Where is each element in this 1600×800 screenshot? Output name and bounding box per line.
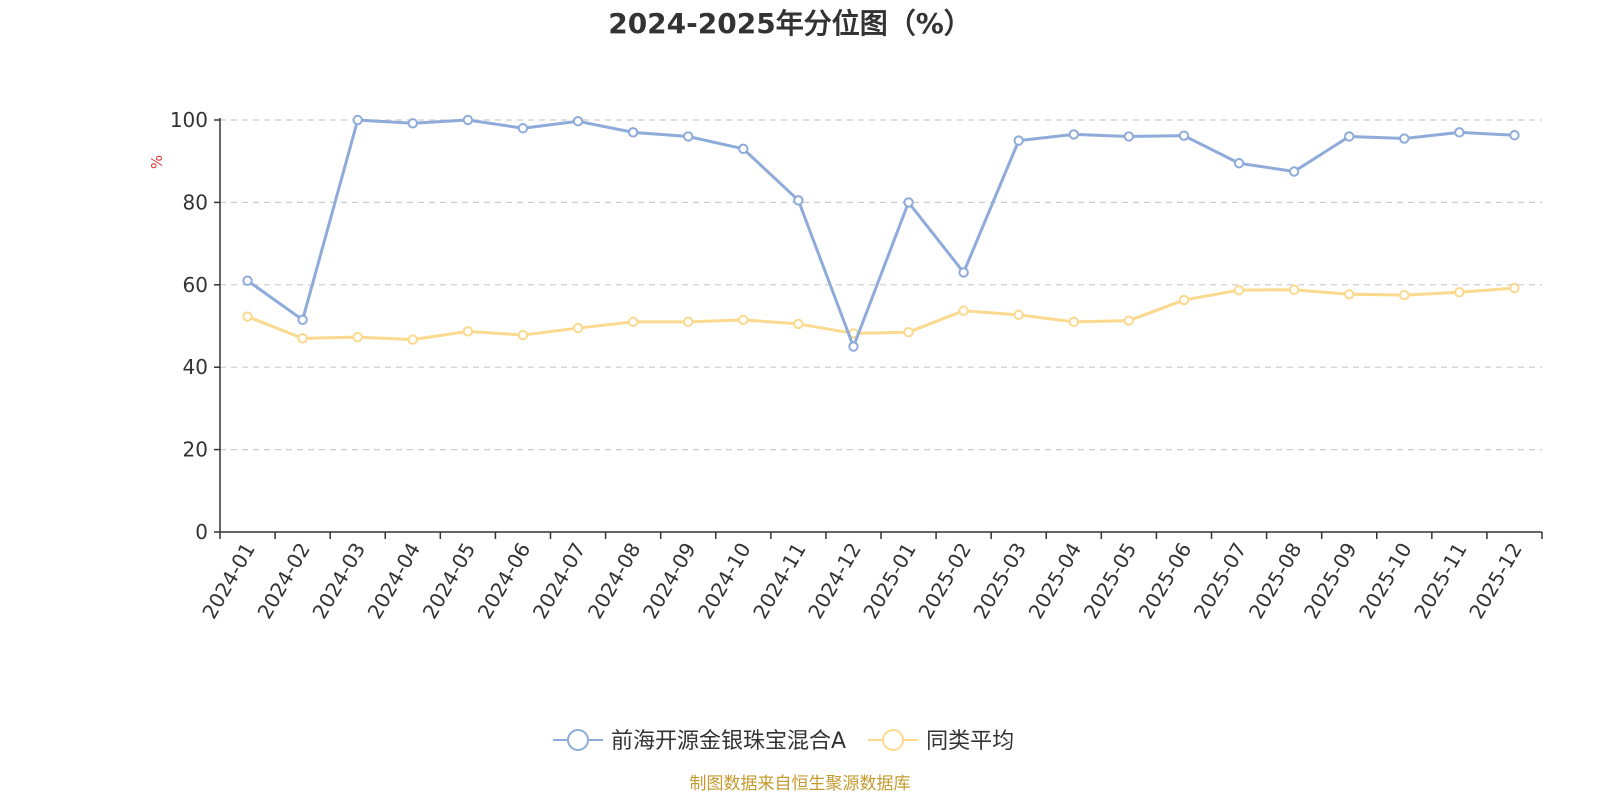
series-1-point-2024-07 bbox=[572, 116, 584, 127]
x-tick-label-2024-03: 2024-03 bbox=[307, 539, 370, 623]
series-2-point-2025-02 bbox=[958, 305, 969, 316]
series-2-point-2024-10 bbox=[738, 314, 749, 326]
legend: 前海开源金银珠宝混合A 同类平均 bbox=[553, 729, 1014, 754]
y-tick-label-80: 80 bbox=[183, 190, 208, 214]
x-tick-label-2024-07: 2024-07 bbox=[528, 539, 591, 623]
series-2-point-2024-02 bbox=[297, 333, 308, 344]
series-1-point-2025-12 bbox=[1509, 130, 1520, 141]
x-tick-label-2025-10: 2025-10 bbox=[1354, 539, 1417, 623]
x-tick-label-2024-12: 2024-12 bbox=[803, 539, 866, 623]
series-2-point-2025-03 bbox=[1013, 309, 1024, 321]
series-2 bbox=[242, 282, 1520, 345]
x-tick-label-2025-07: 2025-07 bbox=[1189, 539, 1252, 623]
x-tick-label-2025-09: 2025-09 bbox=[1299, 539, 1362, 623]
series-1-point-2024-01 bbox=[242, 275, 253, 286]
x-tick-label-2025-02: 2025-02 bbox=[913, 539, 976, 623]
x-tick-label-2024-02: 2024-02 bbox=[252, 539, 315, 623]
series-2-line bbox=[246, 286, 1516, 342]
series-1-point-2025-03 bbox=[1013, 135, 1024, 146]
series-1-point-2025-07 bbox=[1233, 158, 1245, 169]
series-2-point-2025-09 bbox=[1344, 289, 1355, 300]
series-2-point-2024-08 bbox=[627, 316, 639, 328]
series-1-point-2024-10 bbox=[738, 143, 749, 155]
x-tick-label-2024-01: 2024-01 bbox=[197, 539, 260, 623]
series-1-point-2024-02 bbox=[297, 314, 308, 326]
series-2-point-2025-11 bbox=[1454, 287, 1465, 298]
x-tick-label-2025-05: 2025-05 bbox=[1079, 539, 1142, 623]
series-1 bbox=[242, 114, 1520, 352]
series-1-point-2025-09 bbox=[1344, 131, 1355, 142]
y-tick-label-100: 100 bbox=[170, 108, 208, 132]
series-2-point-2025-04 bbox=[1068, 316, 1079, 328]
legend-item-2[interactable]: 同类平均 bbox=[868, 729, 1014, 754]
series-1-point-2025-08 bbox=[1288, 166, 1300, 177]
x-tick-label-2025-03: 2025-03 bbox=[968, 539, 1031, 623]
y-tick-label-20: 20 bbox=[183, 438, 208, 462]
legend-label-1: 前海开源金银珠宝混合A bbox=[611, 729, 846, 754]
series-2-point-2024-04 bbox=[407, 334, 418, 345]
series-1-point-2025-01 bbox=[903, 197, 914, 208]
x-tick-label-2025-06: 2025-06 bbox=[1134, 539, 1197, 623]
x-tick-label-2025-01: 2025-01 bbox=[858, 539, 921, 623]
x-tick-label-2024-06: 2024-06 bbox=[473, 539, 536, 623]
series-1-point-2024-12 bbox=[848, 341, 859, 352]
y-tick-label-40: 40 bbox=[183, 355, 208, 379]
chart-title: 2024-2025年分位图（%） bbox=[608, 7, 972, 40]
series-2-point-2024-09 bbox=[683, 316, 694, 328]
x-tick-label-2025-11: 2025-11 bbox=[1409, 539, 1472, 623]
series-1-line bbox=[246, 118, 1516, 349]
x-tick-label-2025-08: 2025-08 bbox=[1244, 539, 1307, 623]
series-2-point-2025-08 bbox=[1288, 284, 1300, 295]
legend-marker-icon bbox=[567, 729, 589, 751]
x-tick-label-2024-10: 2024-10 bbox=[693, 539, 756, 623]
x-tick-label-2024-08: 2024-08 bbox=[583, 539, 646, 623]
series-1-point-2024-05 bbox=[462, 114, 474, 126]
series-2-point-2025-07 bbox=[1233, 284, 1245, 296]
series-1-point-2024-09 bbox=[683, 131, 694, 142]
series-2-point-2025-01 bbox=[903, 326, 914, 338]
series-2-point-2024-05 bbox=[462, 326, 474, 337]
grid-lines bbox=[220, 119, 1542, 451]
series-1-point-2025-04 bbox=[1068, 129, 1079, 140]
x-tick-label-2024-11: 2024-11 bbox=[748, 539, 811, 623]
series-1-point-2025-11 bbox=[1454, 127, 1465, 138]
series-1-point-2025-05 bbox=[1123, 131, 1135, 142]
series-2-point-2024-11 bbox=[793, 318, 804, 330]
legend-marker-icon bbox=[882, 729, 905, 751]
series-1-point-2024-11 bbox=[793, 195, 804, 206]
y-tick-label-0: 0 bbox=[195, 520, 208, 544]
series-2-point-2024-03 bbox=[352, 331, 363, 343]
series-1-point-2024-03 bbox=[352, 114, 363, 126]
y-axis-unit-label: % bbox=[148, 155, 166, 169]
series-1-point-2024-06 bbox=[517, 123, 529, 134]
x-tick-label-2024-04: 2024-04 bbox=[363, 539, 426, 623]
series-2-point-2024-01 bbox=[242, 311, 253, 322]
series-2-point-2025-06 bbox=[1178, 294, 1190, 306]
series-1-point-2025-02 bbox=[958, 267, 969, 278]
series-1-point-2025-10 bbox=[1399, 133, 1410, 144]
series-lines bbox=[242, 114, 1520, 352]
series-1-point-2024-04 bbox=[407, 118, 418, 129]
series-1-point-2024-08 bbox=[627, 127, 639, 138]
series-2-point-2025-10 bbox=[1399, 289, 1410, 301]
axes: 0 20 40 60 80 100 2024-012024-022024-032024-04… bbox=[170, 108, 1543, 623]
x-tick-label-2024-09: 2024-09 bbox=[638, 539, 701, 623]
series-2-point-2024-06 bbox=[517, 329, 529, 341]
x-tick-label-2025-04: 2025-04 bbox=[1024, 539, 1087, 623]
series-2-point-2025-05 bbox=[1123, 315, 1135, 326]
series-1-point-2025-06 bbox=[1178, 130, 1190, 141]
series-2-point-2024-07 bbox=[572, 322, 584, 334]
legend-item-1[interactable]: 前海开源金银珠宝混合A bbox=[553, 729, 846, 754]
series-2-point-2025-12 bbox=[1509, 282, 1520, 294]
x-tick-label-2025-12: 2025-12 bbox=[1464, 539, 1527, 623]
y-tick-label-60: 60 bbox=[183, 273, 208, 297]
x-tick-label-2024-05: 2024-05 bbox=[418, 539, 481, 623]
legend-label-2: 同类平均 bbox=[926, 729, 1014, 754]
data-source-note: 制图数据来自恒生聚源数据库 bbox=[690, 774, 911, 794]
